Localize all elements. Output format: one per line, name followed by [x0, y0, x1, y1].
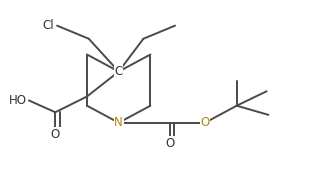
- Text: O: O: [165, 137, 174, 150]
- Text: O: O: [200, 116, 210, 129]
- Text: N: N: [114, 116, 123, 129]
- Text: O: O: [51, 128, 60, 141]
- Text: HO: HO: [9, 94, 27, 107]
- Text: C: C: [114, 65, 123, 78]
- Text: Cl: Cl: [43, 19, 54, 32]
